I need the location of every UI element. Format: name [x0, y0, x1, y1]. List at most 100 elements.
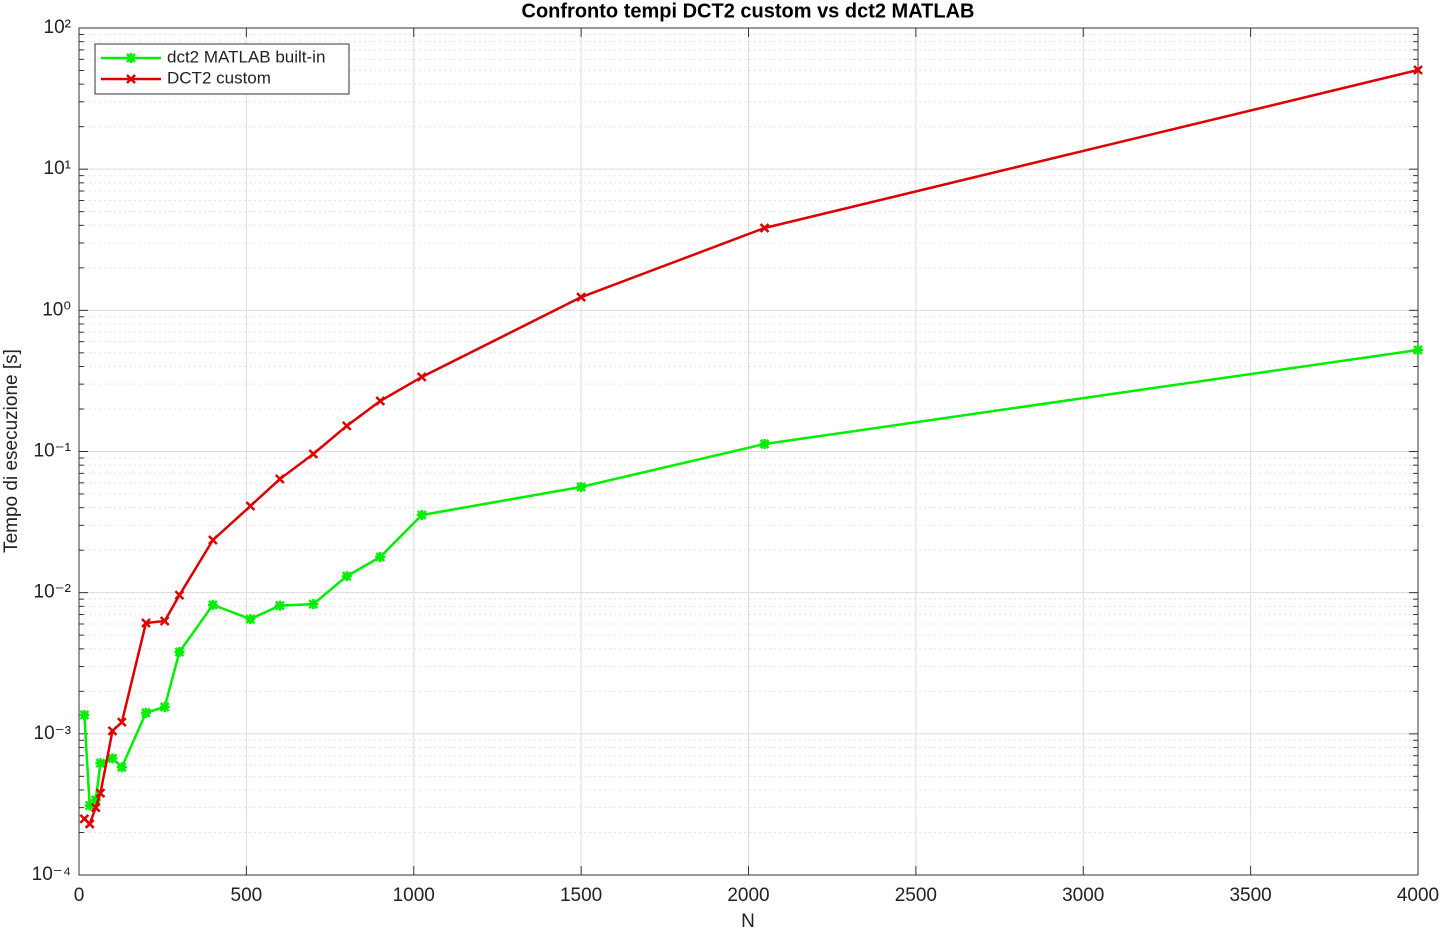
- marker: [341, 571, 352, 582]
- marker-stroke: [341, 420, 352, 431]
- marker: [159, 616, 170, 626]
- legend: dct2 MATLAB built-in DCT2 custom: [94, 43, 350, 95]
- marker: [116, 762, 127, 773]
- marker-stroke: [79, 709, 90, 720]
- marker: [375, 396, 386, 406]
- marker-stroke: [84, 819, 95, 829]
- marker: [79, 709, 90, 720]
- marker-stroke: [308, 599, 319, 610]
- marker: [95, 788, 106, 799]
- marker-stroke: [90, 794, 101, 805]
- legend-box: [94, 43, 350, 95]
- marker: [375, 551, 386, 562]
- marker-stroke: [274, 600, 285, 611]
- y-tick-label: 10²: [44, 17, 71, 38]
- marker-stroke: [375, 396, 386, 406]
- marker-stroke: [207, 599, 218, 610]
- marker-stroke: [576, 481, 587, 492]
- marker-stroke: [90, 802, 101, 813]
- marker-stroke: [274, 474, 285, 484]
- x-tick-label: 500: [231, 885, 263, 906]
- marker-stroke: [1413, 344, 1423, 355]
- marker: [159, 701, 170, 712]
- marker-stroke: [759, 439, 770, 450]
- marker-stroke: [416, 372, 427, 382]
- x-tick-label: 3000: [1062, 885, 1104, 906]
- marker: [174, 646, 185, 657]
- marker-stroke: [95, 788, 106, 799]
- marker: [308, 599, 319, 610]
- marker: [140, 707, 151, 718]
- marker: [416, 372, 427, 382]
- marker-stroke: [126, 74, 136, 84]
- marker-stroke: [116, 762, 127, 773]
- marker: [116, 717, 127, 728]
- marker-stroke: [576, 292, 587, 303]
- x-axis-label: N: [741, 911, 755, 932]
- marker: [207, 599, 218, 610]
- y-tick-label: 10⁰: [42, 299, 71, 320]
- y-tick-label: 10⁻⁴: [32, 864, 71, 885]
- marker: [208, 535, 218, 545]
- marker: [576, 481, 587, 492]
- y-tick-label: 10⁻¹: [34, 441, 72, 462]
- marker: [174, 590, 185, 601]
- marker: [1413, 65, 1423, 75]
- marker: [90, 794, 101, 805]
- marker: [107, 753, 118, 764]
- x-tick-label: 4000: [1397, 885, 1439, 906]
- marker: [95, 758, 106, 769]
- x-tick-label: 2000: [727, 885, 769, 906]
- marker-stroke: [126, 53, 136, 63]
- marker: [141, 618, 151, 628]
- x-tick-label: 1500: [560, 885, 602, 906]
- marker-stroke: [375, 551, 386, 562]
- marker: [245, 614, 256, 625]
- legend-marker: [126, 74, 136, 84]
- marker: [576, 292, 587, 303]
- marker: [759, 439, 770, 450]
- marker-stroke: [245, 614, 256, 625]
- y-axis-label: Tempo di esecuzione [s]: [1, 349, 22, 553]
- marker: [107, 725, 118, 736]
- y-tick-label: 10⁻³: [34, 723, 72, 744]
- x-tick-label: 3500: [1229, 885, 1271, 906]
- marker: [1413, 344, 1423, 355]
- marker: [274, 600, 285, 611]
- marker-stroke: [159, 616, 170, 626]
- marker: [84, 800, 95, 811]
- marker-stroke: [416, 509, 427, 520]
- marker-stroke: [141, 618, 151, 628]
- x-tick-label: 2500: [895, 885, 937, 906]
- marker-stroke: [208, 535, 218, 545]
- marker-stroke: [308, 449, 319, 459]
- x-tick-label: 0: [74, 885, 85, 906]
- legend-label: DCT2 custom: [167, 68, 271, 87]
- marker-stroke: [84, 800, 95, 811]
- plot-frame: [78, 27, 1419, 876]
- marker: [416, 509, 427, 520]
- marker-stroke: [174, 646, 185, 657]
- marker-stroke: [174, 590, 185, 601]
- y-tick-label: 10⁻²: [34, 582, 72, 603]
- marker-stroke: [95, 758, 106, 769]
- marker-stroke: [341, 571, 352, 582]
- marker-stroke: [159, 701, 170, 712]
- legend-marker: [126, 53, 136, 63]
- marker: [84, 819, 95, 829]
- marker-stroke: [1413, 65, 1423, 75]
- marker-stroke: [759, 223, 770, 233]
- marker-stroke: [107, 753, 118, 764]
- y-tick-label: 10¹: [44, 158, 71, 179]
- marker-stroke: [116, 717, 127, 728]
- marker-stroke: [245, 501, 256, 511]
- marker: [90, 802, 101, 813]
- x-tick-label: 1000: [393, 885, 435, 906]
- marker: [308, 449, 319, 459]
- marker: [274, 474, 285, 484]
- legend-label: dct2 MATLAB built-in: [167, 47, 325, 66]
- marker-stroke: [107, 725, 118, 736]
- marker: [759, 223, 770, 233]
